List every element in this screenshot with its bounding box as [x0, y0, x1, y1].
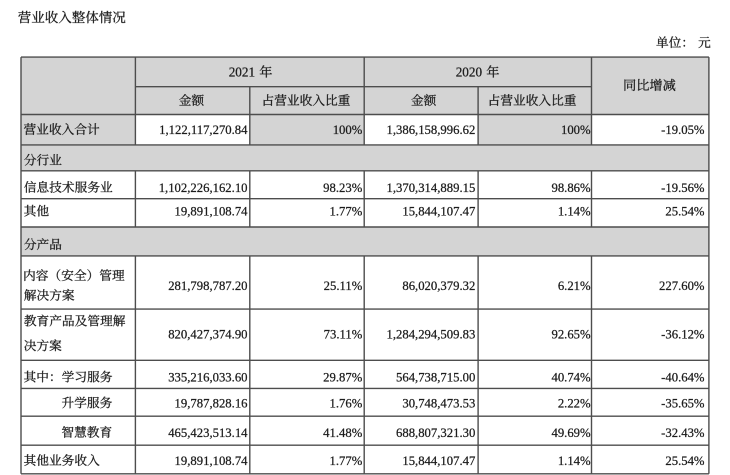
svg-text:19,891,108.74: 19,891,108.74: [175, 454, 249, 468]
svg-text:49.69%: 49.69%: [551, 426, 591, 440]
svg-text:1.14%: 1.14%: [558, 205, 591, 219]
svg-text:92.65%: 92.65%: [551, 327, 591, 341]
svg-text:73.11%: 73.11%: [324, 327, 363, 341]
svg-text:227.60%: 227.60%: [659, 279, 705, 293]
svg-text:1,102,226,162.10: 1,102,226,162.10: [159, 181, 248, 195]
svg-text:1,122,117,270.84: 1,122,117,270.84: [159, 123, 248, 137]
svg-text:6.21%: 6.21%: [558, 279, 591, 293]
svg-text:688,807,321.30: 688,807,321.30: [396, 426, 475, 440]
svg-text:86,020,379.32: 86,020,379.32: [402, 279, 475, 293]
svg-text:40.74%: 40.74%: [551, 370, 591, 384]
svg-text:15,844,107.47: 15,844,107.47: [402, 205, 475, 219]
svg-text:98.23%: 98.23%: [323, 181, 363, 195]
svg-text:1,284,294,509.83: 1,284,294,509.83: [386, 327, 475, 341]
svg-text:98.86%: 98.86%: [551, 181, 591, 195]
svg-text:25.54%: 25.54%: [665, 205, 705, 219]
svg-text:2021: 2021: [229, 65, 255, 80]
svg-text:-36.12%: -36.12%: [661, 327, 705, 341]
svg-text:335,216,033.60: 335,216,033.60: [168, 370, 247, 384]
svg-text:820,427,374.90: 820,427,374.90: [168, 327, 247, 341]
svg-text:29.87%: 29.87%: [323, 370, 363, 384]
svg-text:100%: 100%: [561, 123, 591, 137]
svg-text:1.77%: 1.77%: [330, 454, 363, 468]
svg-text:-19.05%: -19.05%: [661, 123, 705, 137]
svg-text:41.48%: 41.48%: [323, 426, 363, 440]
svg-text:1.14%: 1.14%: [558, 454, 591, 468]
svg-text:-40.64%: -40.64%: [661, 370, 705, 384]
svg-text:2020: 2020: [456, 65, 483, 80]
svg-text:19,891,108.74: 19,891,108.74: [175, 205, 249, 219]
svg-text:25.54%: 25.54%: [665, 454, 705, 468]
svg-text:564,738,715.00: 564,738,715.00: [396, 370, 475, 384]
svg-text:1,386,158,996.62: 1,386,158,996.62: [386, 123, 475, 137]
svg-text:281,798,787.20: 281,798,787.20: [168, 279, 247, 293]
svg-text:30,748,473.53: 30,748,473.53: [402, 396, 475, 410]
svg-text:19,787,828.16: 19,787,828.16: [175, 396, 248, 410]
svg-text:-35.65%: -35.65%: [661, 396, 705, 410]
svg-text:465,423,513.14: 465,423,513.14: [168, 426, 248, 440]
svg-text:1.77%: 1.77%: [330, 205, 363, 219]
svg-text:25.11%: 25.11%: [324, 279, 363, 293]
svg-text:15,844,107.47: 15,844,107.47: [402, 454, 475, 468]
svg-text:-19.56%: -19.56%: [661, 181, 705, 195]
svg-text:1,370,314,889.15: 1,370,314,889.15: [386, 181, 475, 195]
svg-text:100%: 100%: [333, 123, 363, 137]
svg-text:2.22%: 2.22%: [558, 396, 591, 410]
svg-text:1.76%: 1.76%: [330, 396, 363, 410]
svg-text:-32.43%: -32.43%: [661, 426, 705, 440]
